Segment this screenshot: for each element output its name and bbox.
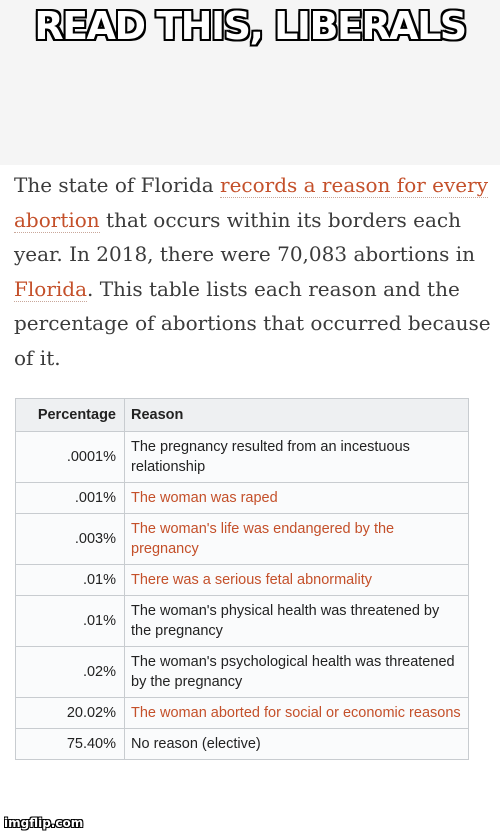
- row-reason-link[interactable]: There was a serious fetal abnormality: [124, 564, 469, 596]
- table-header-row: Percentage Reason: [15, 398, 469, 432]
- abortion-reasons-table: Percentage Reason .0001% The pregnancy r…: [15, 398, 469, 760]
- imgflip-watermark: imgflip.com: [4, 816, 84, 830]
- header-reason: Reason: [124, 398, 469, 432]
- table-row: 20.02% The woman aborted for social or e…: [15, 697, 469, 729]
- meme-caption: READ THIS, LIBERALS: [34, 4, 467, 48]
- article-paragraph: The state of Florida records a reason fo…: [14, 168, 494, 375]
- row-percentage: 20.02%: [15, 697, 125, 729]
- paragraph-text-1: The state of Florida: [14, 173, 221, 197]
- row-reason: The pregnancy resulted from an incestuou…: [124, 431, 469, 483]
- table-row: .0001% The pregnancy resulted from an in…: [15, 431, 469, 483]
- row-reason: The woman's physical health was threaten…: [124, 595, 469, 647]
- table-row: .003% The woman's life was endangered by…: [15, 513, 469, 565]
- row-percentage: .01%: [15, 564, 125, 596]
- table-row: .01% The woman's physical health was thr…: [15, 595, 469, 647]
- table-row: 75.40% No reason (elective): [15, 728, 469, 760]
- row-reason-link[interactable]: The woman aborted for social or economic…: [124, 697, 469, 729]
- row-percentage: .001%: [15, 482, 125, 514]
- paragraph-text-2: that occurs within its borders each year…: [14, 207, 476, 267]
- row-percentage: .01%: [15, 595, 125, 647]
- paragraph-text-3: . This table lists each reason and the p…: [14, 276, 491, 370]
- header-percentage: Percentage: [15, 398, 125, 432]
- row-percentage: .003%: [15, 513, 125, 565]
- row-percentage: 75.40%: [15, 728, 125, 760]
- table-row: .001% The woman was raped: [15, 482, 469, 514]
- row-percentage: .02%: [15, 646, 125, 698]
- florida-link[interactable]: Florida: [14, 276, 87, 302]
- row-percentage: .0001%: [15, 431, 125, 483]
- row-reason: No reason (elective): [124, 728, 469, 760]
- row-reason-link[interactable]: The woman was raped: [124, 482, 469, 514]
- row-reason: The woman's psychological health was thr…: [124, 646, 469, 698]
- table-row: .02% The woman's psychological health wa…: [15, 646, 469, 698]
- row-reason-link[interactable]: The woman's life was endangered by the p…: [124, 513, 469, 565]
- meme-caption-area: READ THIS, LIBERALS: [0, 0, 500, 165]
- table-row: .01% There was a serious fetal abnormali…: [15, 564, 469, 596]
- records-link[interactable]: records a reason for every abortion: [14, 173, 488, 233]
